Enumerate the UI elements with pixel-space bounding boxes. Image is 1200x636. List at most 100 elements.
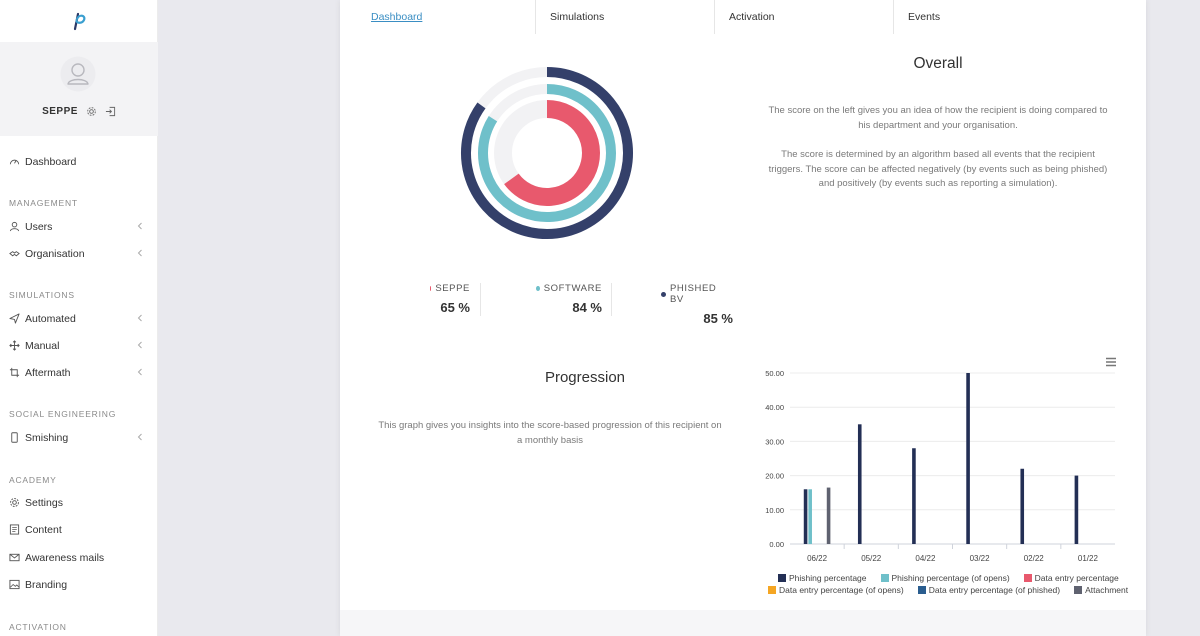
logout-icon[interactable] [105, 106, 116, 117]
sidebar-item-smishing[interactable]: Smishing [0, 428, 158, 448]
chart-legend-row-1: Phishing percentage Phishing percentage … [778, 573, 1119, 583]
overall-desc-line: The score on the left gives you an idea … [768, 105, 1108, 116]
user-profile: SEPPE [0, 42, 158, 136]
seppe-score-arc [504, 100, 600, 206]
legend-swatch [880, 574, 889, 582]
progression-desc-line: a monthly basis [516, 434, 583, 446]
sidebar-item-label: Automated [25, 313, 76, 325]
move-icon [9, 340, 20, 351]
sidebar-item-label: Dashboard [25, 156, 77, 168]
y-tick-label: 30.00 [765, 437, 784, 446]
score-radial-chart [461, 67, 633, 239]
legend-label: Data entry percentage [1034, 573, 1119, 583]
x-tick-label: 06/22 [807, 554, 828, 563]
sidebar-item-branding[interactable]: Branding [0, 575, 158, 595]
progression-bar-chart: 0.00 10.00 20.00 30.00 40.00 50.00 06/22 05/22 0… [765, 369, 1115, 563]
legend-label: Phishing percentage [789, 573, 867, 583]
bar [826, 487, 831, 544]
chevron-left-icon [137, 368, 142, 376]
sidebar-item-label: Aftermath [25, 367, 71, 379]
chart-legend-item[interactable]: Data entry percentage [1023, 573, 1119, 583]
legend-dot [661, 291, 666, 297]
sidebar-item-organisation[interactable]: Organisation [0, 244, 158, 264]
sidebar-item-aftermath[interactable]: Aftermath [0, 363, 158, 383]
sidebar-item-automated[interactable]: Automated [0, 309, 158, 329]
mail-icon [9, 553, 20, 562]
crop-icon [9, 367, 20, 378]
overall-desc-line: triggers. The score can be affected nega… [768, 163, 1108, 175]
logo-icon [73, 12, 85, 31]
tab-events[interactable]: Events [908, 11, 941, 23]
chevron-left-icon [137, 433, 142, 441]
tab-dashboard[interactable]: Dashboard [371, 11, 423, 23]
sidebar-item-label: Settings [25, 497, 63, 509]
chart-legend-item[interactable]: Phishing percentage (of opens) [880, 573, 1010, 583]
chevron-left-icon [137, 341, 142, 349]
legend-swatch [1074, 586, 1083, 594]
score-legend-software: SOFTWARE 84 % [536, 283, 602, 317]
x-tick-label: 03/22 [970, 554, 991, 563]
sidebar: SEPPE Dashboard MANAGEMENT Users Organis… [0, 0, 158, 636]
x-tick-label: 02/22 [1024, 554, 1045, 563]
overall-desc-line: The score is determined by an algorithm … [781, 149, 1095, 160]
sidebar-item-settings[interactable]: Settings [0, 493, 158, 513]
nav-section-activation: ACTIVATION [9, 622, 67, 632]
legend-label: PHISHED BV [669, 283, 717, 305]
legend-label: Phishing percentage (of opens) [891, 573, 1010, 583]
y-tick-label: 10.00 [765, 506, 784, 515]
tab-activation[interactable]: Activation [729, 11, 775, 23]
profile-name: SEPPE [42, 106, 78, 117]
paper-plane-icon [9, 313, 20, 324]
x-tick-label: 05/22 [861, 554, 882, 563]
legend-label: SEPPE [435, 283, 470, 294]
legend-label: Data entry percentage (of opens) [779, 585, 904, 595]
document-icon [9, 524, 20, 535]
software-score-arc [478, 84, 616, 222]
progression-description: This graph gives you insights into the s… [350, 419, 750, 448]
x-tick-label: 01/22 [1078, 554, 1099, 563]
sidebar-item-dashboard[interactable]: Dashboard [0, 152, 158, 172]
bar [912, 448, 916, 544]
smartphone-icon [11, 432, 18, 443]
overall-desc-line: and positively (by events such as report… [818, 178, 1058, 189]
chart-legend-item[interactable]: Attachment [1074, 585, 1128, 595]
speedometer-icon [9, 159, 20, 165]
score-legend-seppe: SEPPE 65 % [430, 283, 470, 317]
legend-label: SOFTWARE [543, 283, 602, 294]
main-panel: Dashboard Simulations Activation Events … [340, 0, 1146, 636]
overall-description: The score on the left gives you an idea … [740, 104, 1136, 133]
tab-divider [535, 0, 536, 34]
legend-swatch [768, 586, 776, 594]
y-tick-label: 0.00 [769, 540, 784, 549]
sidebar-item-manual[interactable]: Manual [0, 336, 158, 356]
nav-section-academy: ACADEMY [9, 475, 57, 485]
chart-menu-icon[interactable] [1105, 357, 1117, 367]
sidebar-item-awareness-mails[interactable]: Awareness mails [0, 548, 158, 568]
tab-simulations[interactable]: Simulations [550, 11, 605, 23]
bar [808, 489, 812, 544]
sidebar-item-label: Manual [25, 340, 60, 352]
x-tick-label: 04/22 [915, 554, 936, 563]
progression-desc-line: This graph gives you insights into the s… [378, 420, 722, 431]
gear-icon [10, 498, 19, 507]
sidebar-item-label: Branding [25, 579, 68, 591]
tab-divider [714, 0, 715, 34]
chart-legend-item[interactable]: Data entry percentage (of phished) [917, 585, 1060, 595]
logo[interactable] [0, 0, 157, 42]
legend-divider [480, 283, 481, 316]
legend-swatch [917, 586, 926, 594]
sidebar-item-users[interactable]: Users [0, 217, 158, 237]
nav-section-social-engineering: SOCIAL ENGINEERING [9, 409, 117, 419]
gear-icon[interactable] [86, 106, 97, 117]
legend-dot [536, 286, 540, 291]
chart-legend-item[interactable]: Phishing percentage [778, 573, 867, 583]
y-tick-label: 20.00 [765, 472, 784, 481]
chart-legend-item[interactable]: Data entry percentage (of opens) [768, 585, 904, 595]
handshake-icon [9, 251, 20, 257]
phished-bv-score-arc [461, 67, 633, 239]
legend-label: Attachment [1085, 585, 1129, 595]
legend-divider [611, 283, 612, 316]
nav-section-management: MANAGEMENT [9, 198, 78, 208]
sidebar-item-content[interactable]: Content [0, 520, 158, 540]
bar [803, 489, 808, 544]
